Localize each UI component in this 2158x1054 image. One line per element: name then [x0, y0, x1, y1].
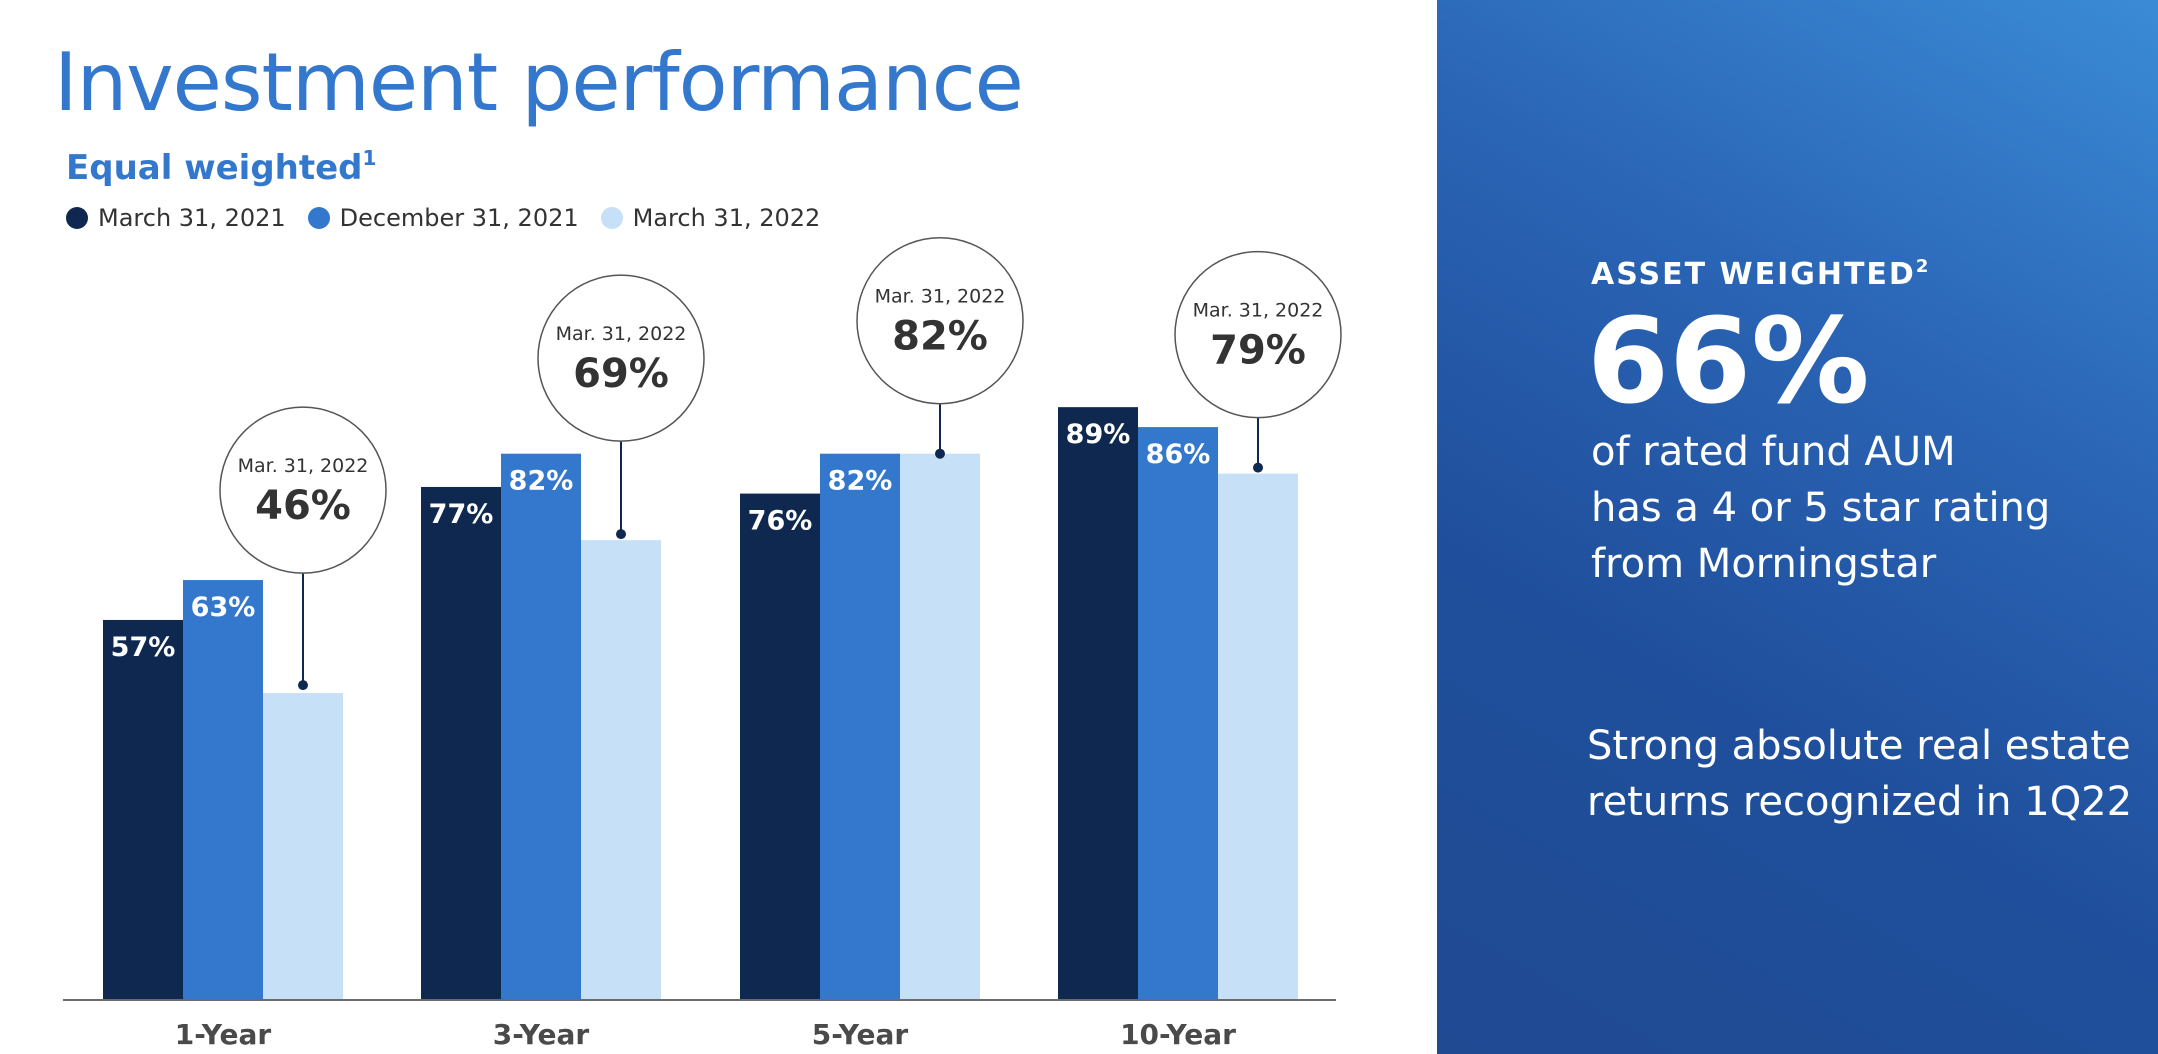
legend-item-march-2021: March 31, 2021 [66, 204, 286, 232]
panel-description-line: from Morningstar [1591, 541, 1937, 587]
callout-bubble [537, 274, 705, 442]
panel-note: Strong absolute real estate returns reco… [1587, 718, 2147, 830]
subtitle-footnote-marker: 1 [362, 146, 377, 170]
callout-bubble [856, 236, 1024, 405]
panel-description-line: of rated fund AUM [1591, 429, 1956, 475]
panel-note-line: returns recognized in 1Q22 [1587, 779, 2133, 825]
asset-weighted-panel: ASSET WEIGHTED2 66% of rated fund AUM ha… [1437, 0, 2158, 1054]
bar-5-year-march-31-2021 [740, 493, 820, 999]
panel-kicker-text: ASSET WEIGHTED [1591, 257, 1916, 292]
bar-10-year-december-31-2021 [1138, 427, 1218, 1000]
legend-label: March 31, 2022 [632, 204, 821, 232]
bar-1-year-march-31-2021 [103, 619, 183, 999]
callout-caption: Mar. 31, 2022 [875, 286, 1006, 308]
data-label: 77% [429, 499, 494, 530]
callout-caption: Mar. 31, 2022 [1193, 300, 1324, 322]
legend-swatch [600, 207, 623, 229]
legend-swatch [66, 207, 88, 229]
legend-label: December 31, 2021 [339, 204, 579, 232]
callout-dot [935, 448, 945, 459]
bar-5-year-december-31-2021 [820, 453, 900, 999]
bar-3-year-march-31-2021 [421, 486, 501, 999]
data-label: 82% [509, 466, 574, 497]
panel-kicker: ASSET WEIGHTED2 [1591, 256, 1928, 292]
subtitle-text: Equal weighted [66, 148, 363, 188]
data-label: 86% [1146, 439, 1211, 470]
callout-value: 69% [573, 351, 669, 397]
chart-legend: March 31, 2021 December 31, 2021 March 3… [66, 204, 820, 232]
callout-value: 46% [255, 483, 351, 529]
x-tick-label: 10-Year [1120, 1018, 1236, 1051]
legend-item-march-2022: March 31, 2022 [600, 204, 821, 232]
legend-label: March 31, 2021 [98, 204, 286, 232]
callout-bubble [219, 406, 387, 574]
bar-10-year-march-31-2021 [1058, 407, 1138, 999]
legend-item-december-2021: December 31, 2021 [307, 204, 579, 232]
callout-value: 79% [1210, 328, 1306, 374]
bar-5-year-march-31-2022 [900, 453, 980, 999]
x-tick-label: 3-Year [493, 1018, 590, 1051]
bar-chart: 57% 63% 1-Year Mar. 31, 2022 46% 77% 82% 3-Year… [63, 236, 1342, 1051]
bar-1-year-march-31-2022 [263, 693, 343, 999]
panel-description-line: has a 4 or 5 star rating [1591, 485, 2051, 531]
legend-swatch [307, 207, 330, 229]
bar-3-year-december-31-2021 [501, 453, 581, 999]
x-tick-label: 1-Year [175, 1018, 272, 1051]
panel-footnote-marker: 2 [1915, 256, 1929, 277]
panel-description: of rated fund AUM has a 4 or 5 star rati… [1591, 424, 2131, 592]
page-title: Investment performance [54, 36, 1024, 129]
bar-10-year-march-31-2022 [1218, 473, 1298, 999]
callout-bubble [1174, 250, 1342, 419]
data-label: 76% [748, 506, 813, 537]
data-label: 89% [1066, 419, 1131, 450]
callout-value: 82% [892, 314, 988, 360]
panel-note-line: Strong absolute real estate [1587, 723, 2131, 769]
bar-3-year-march-31-2022 [581, 540, 661, 999]
chart-subtitle: Equal weighted1 [66, 146, 376, 188]
callout-dot [1253, 462, 1263, 473]
panel-big-value: 66% [1587, 292, 1870, 430]
callout-caption: Mar. 31, 2022 [238, 455, 369, 477]
data-label: 82% [828, 466, 893, 497]
callout-dot [298, 680, 308, 691]
data-label: 57% [111, 632, 176, 663]
bar-1-year-december-31-2021 [183, 580, 263, 999]
x-tick-label: 5-Year [812, 1018, 909, 1051]
callout-caption: Mar. 31, 2022 [556, 323, 687, 345]
callout-dot [616, 529, 626, 540]
data-label: 63% [191, 592, 256, 623]
